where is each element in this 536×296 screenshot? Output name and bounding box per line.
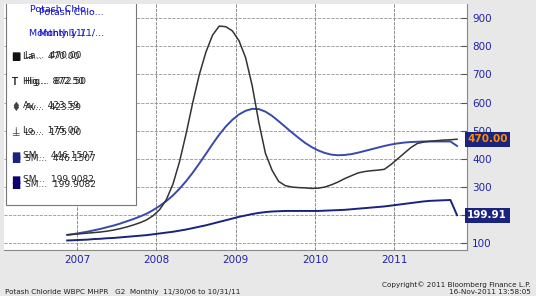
Text: Hig...  872.50: Hig... 872.50 [25,77,86,86]
Text: Av...  423.59: Av... 423.59 [23,102,79,110]
Text: Hig...  872.50: Hig... 872.50 [23,77,84,86]
Text: ■: ■ [11,180,20,190]
Text: Monthly 11/...: Monthly 11/... [29,29,95,38]
Text: Lo...  175.00: Lo... 175.00 [25,128,81,137]
Text: La...  470.00: La... 470.00 [23,52,79,61]
Text: Copyright© 2011 Bloomberg Finance L.P.
16-Nov-2011 13:58:05: Copyright© 2011 Bloomberg Finance L.P. 1… [382,281,531,295]
Text: ♦: ♦ [11,102,20,111]
Text: ■: ■ [11,151,20,161]
Text: T: T [11,77,17,87]
Text: SM...  446.1507: SM... 446.1507 [25,154,96,163]
Text: ■: ■ [11,175,20,185]
Text: Potash Chloride WBPC MHPR   G2  Monthly  11/30/06 to 10/31/11: Potash Chloride WBPC MHPR G2 Monthly 11/… [5,289,241,295]
Text: Av...  423.59: Av... 423.59 [25,103,81,112]
Text: Lo...  175.00: Lo... 175.00 [23,126,79,135]
Text: ■: ■ [11,154,20,164]
Text: T: T [11,77,17,87]
Text: Monthly 11/...: Monthly 11/... [39,29,104,38]
Text: ■: ■ [11,52,20,62]
Text: ⊥: ⊥ [11,126,20,136]
Text: La...  470.00: La... 470.00 [25,51,81,60]
Text: ♦: ♦ [11,103,20,113]
Text: 199.91: 199.91 [467,210,507,220]
Text: SM...  199.9082: SM... 199.9082 [25,180,96,189]
Text: ■: ■ [11,51,20,61]
Text: Potash Chlo...: Potash Chlo... [39,8,103,17]
Text: ⊥: ⊥ [11,128,20,139]
Text: SM...  199.9082: SM... 199.9082 [23,175,94,184]
Text: Potash Chlo...: Potash Chlo... [29,5,94,15]
Text: SM...  446.1507: SM... 446.1507 [23,151,93,160]
Text: 470.00: 470.00 [467,134,508,144]
FancyBboxPatch shape [6,0,136,205]
